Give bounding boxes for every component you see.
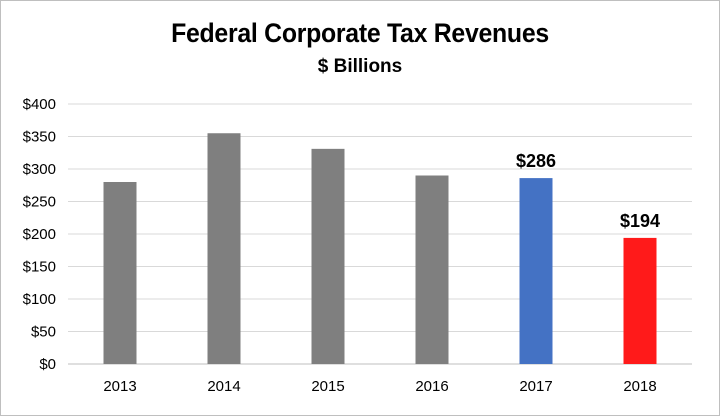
- chart-subtitle: $ Billions: [317, 56, 403, 77]
- y-tick-label: $150: [23, 259, 56, 276]
- y-tick-label: $100: [23, 291, 56, 308]
- bar-2015: [311, 148, 345, 364]
- y-axis-tick-labels: $0 $50 $100 $150 $200 $250 $300 $350 $400: [23, 96, 56, 373]
- x-tick-label: 2018: [623, 378, 656, 395]
- x-tick-label: 2016: [415, 378, 448, 395]
- x-tick-label: 2013: [103, 378, 136, 395]
- chart-title: Federal Corporate Tax Revenues: [171, 18, 549, 48]
- y-tick-label: $50: [31, 324, 56, 341]
- y-tick-label: $200: [23, 226, 56, 243]
- x-axis-tick-labels: 2013 2014 2015 2016 2017 2018: [103, 378, 656, 395]
- y-tick-label: $250: [23, 194, 56, 211]
- bar-2013: [103, 182, 137, 364]
- bar-2016: [415, 175, 449, 364]
- bar-2014: [207, 133, 241, 364]
- data-labels: $286 $194: [516, 151, 660, 231]
- gridlines: [68, 103, 692, 365]
- bars: [103, 133, 657, 364]
- data-label-2017: $286: [516, 151, 556, 171]
- y-tick-label: $300: [23, 161, 56, 178]
- x-tick-label: 2014: [207, 378, 240, 395]
- x-tick-label: 2015: [311, 378, 344, 395]
- y-tick-label: $400: [23, 96, 56, 113]
- bar-2017: [519, 178, 553, 364]
- data-label-2018: $194: [620, 211, 660, 231]
- bar-2018: [623, 237, 657, 364]
- y-tick-label: $0: [39, 356, 56, 373]
- y-tick-label: $350: [23, 129, 56, 146]
- x-tick-label: 2017: [519, 378, 552, 395]
